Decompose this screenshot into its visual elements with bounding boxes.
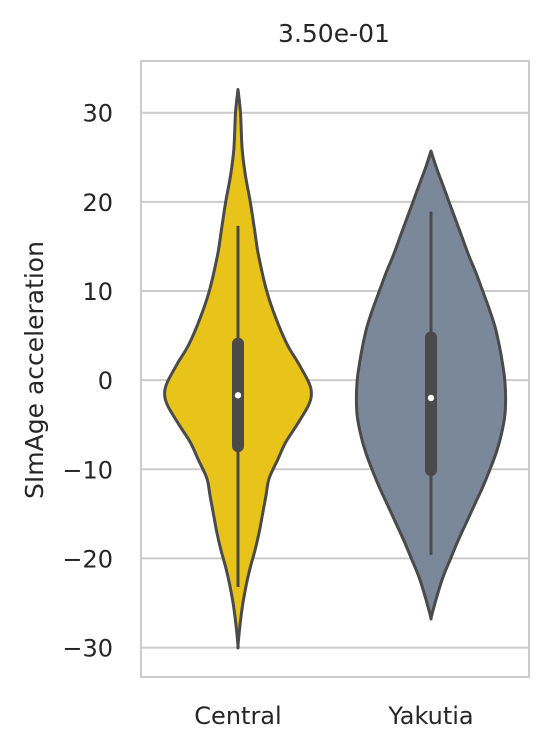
y-tick-label: 20 [82,189,113,217]
chart-title: 3.50e-01 [278,19,390,48]
median-point-yakutia [427,394,435,402]
x-tick-label: Yakutia [387,702,473,730]
x-tick-labels: Central Yakutia [194,702,473,730]
y-tick-label: 30 [82,100,113,128]
y-tick-labels: 30 20 10 0 −10 −20 −30 [62,100,113,663]
y-tick-label: 0 [98,367,113,395]
plot-frame [140,60,530,678]
x-tick-label: Central [194,702,281,730]
y-axis-label: SImAge acceleration [20,241,49,499]
y-tick-label: −20 [62,545,113,573]
y-tick-label: 10 [82,278,113,306]
y-tick-label: −10 [62,456,113,484]
violins [163,88,508,650]
median-point-central [234,392,242,399]
y-tick-label: −30 [62,635,113,663]
